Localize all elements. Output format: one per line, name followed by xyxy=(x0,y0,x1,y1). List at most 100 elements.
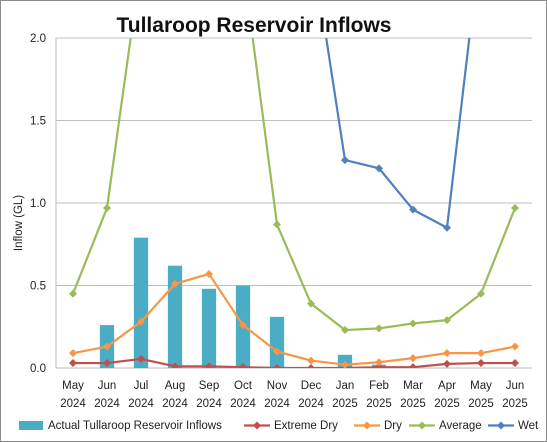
x-tick-month: Aug xyxy=(165,380,185,392)
point-extreme-dry xyxy=(137,354,145,363)
x-tick-month: Apr xyxy=(438,380,456,392)
x-tick-year: 2025 xyxy=(434,398,460,410)
point-average xyxy=(273,220,281,229)
point-extreme-dry xyxy=(69,359,77,368)
gridlines xyxy=(55,37,532,369)
y-tick-label: 1.0 xyxy=(30,198,46,210)
point-dry xyxy=(239,321,247,330)
x-tick-month: Nov xyxy=(267,380,288,392)
x-tick-year: 2024 xyxy=(264,398,290,410)
point-average xyxy=(69,289,77,298)
point-wet xyxy=(409,205,417,214)
legend: Actual Tullaroop Reservoir Inflows Extrem… xyxy=(19,420,539,432)
x-tick-month: Oct xyxy=(234,380,253,392)
point-average xyxy=(103,203,111,212)
x-tick-month: Jul xyxy=(134,380,149,392)
legend-marker-dry xyxy=(363,421,371,430)
point-average xyxy=(307,299,315,308)
point-wet xyxy=(375,164,383,173)
point-extreme-dry xyxy=(409,363,417,368)
bar-actual-inflow xyxy=(269,316,285,368)
x-tick-month: Dec xyxy=(301,380,322,392)
y-axis-ticks: 0.0 0.5 1.0 1.5 2.0 xyxy=(30,33,46,375)
x-tick-year: 2025 xyxy=(468,398,494,410)
x-tick-month: May xyxy=(470,380,492,392)
point-dry xyxy=(341,360,349,368)
point-dry xyxy=(477,349,485,358)
point-dry xyxy=(171,279,179,288)
y-tick-label: 0.0 xyxy=(30,363,46,375)
legend-swatch-actual-tullaroop-reservoir-inflows xyxy=(19,421,43,430)
x-tick-month: Sep xyxy=(199,380,219,392)
y-tick-label: 0.5 xyxy=(30,281,46,293)
bar-actual-inflow xyxy=(133,237,149,368)
y-axis-label: Inflow (GL) xyxy=(13,195,25,251)
x-axis-ticks: May 2024 Jun 2024 Jul 2024 Aug 2024 Sep 2024 Oct 20… xyxy=(60,380,528,410)
line-wet xyxy=(325,38,471,229)
legend-label-wet: Wet xyxy=(518,420,539,432)
point-wet xyxy=(443,223,451,232)
line-extreme-dry xyxy=(73,357,515,368)
point-dry xyxy=(103,342,111,351)
point-extreme-dry xyxy=(171,362,179,368)
x-tick-month: Feb xyxy=(369,380,389,392)
x-tick-year: 2025 xyxy=(332,398,358,410)
legend-marker-average xyxy=(418,421,426,430)
x-tick-month: Jan xyxy=(336,380,355,392)
point-dry xyxy=(273,347,281,356)
point-wet xyxy=(341,156,349,165)
point-extreme-dry xyxy=(477,359,485,368)
point-dry xyxy=(205,269,213,278)
point-average xyxy=(409,319,417,328)
x-tick-year: 2025 xyxy=(502,398,528,410)
x-tick-year: 2024 xyxy=(298,398,324,410)
point-extreme-dry xyxy=(205,362,213,368)
point-average xyxy=(341,326,349,335)
point-average xyxy=(477,289,485,298)
point-average xyxy=(443,316,451,325)
point-dry xyxy=(443,349,451,358)
bar-actual-inflow xyxy=(201,288,217,368)
point-extreme-dry xyxy=(307,364,315,368)
point-average xyxy=(375,324,383,333)
line-dry xyxy=(72,272,516,366)
point-dry xyxy=(69,349,77,358)
point-dry xyxy=(409,354,417,363)
point-dry xyxy=(137,317,145,326)
point-extreme-dry xyxy=(239,363,247,368)
point-extreme-dry xyxy=(273,364,281,368)
point-average xyxy=(511,203,519,212)
x-tick-year: 2024 xyxy=(162,398,188,410)
x-tick-year: 2025 xyxy=(366,398,392,410)
plot-area xyxy=(69,38,519,368)
point-extreme-dry xyxy=(103,359,111,368)
point-dry xyxy=(511,342,519,351)
point-dry xyxy=(307,356,315,365)
x-tick-year: 2024 xyxy=(94,398,120,410)
y-tick-label: 2.0 xyxy=(30,33,46,45)
x-tick-month: Jun xyxy=(506,380,525,392)
bar-actual-inflow xyxy=(167,265,183,368)
legend-label-dry: Dry xyxy=(384,420,402,432)
point-extreme-dry xyxy=(511,359,519,368)
legend-label-actual-tullaroop-reservoir-inflows: Actual Tullaroop Reservoir Inflows xyxy=(48,420,222,432)
point-dry xyxy=(375,358,383,367)
x-tick-month: Jun xyxy=(98,380,117,392)
x-tick-year: 2024 xyxy=(128,398,154,410)
x-tick-month: May xyxy=(62,380,84,392)
line-average xyxy=(71,38,132,295)
y-tick-label: 1.5 xyxy=(30,116,46,128)
x-tick-year: 2024 xyxy=(196,398,222,410)
x-tick-year: 2025 xyxy=(400,398,426,410)
legend-label-average: Average xyxy=(439,420,482,432)
legend-label-extreme-dry: Extreme Dry xyxy=(274,420,338,432)
chart-title: Tullaroop Reservoir Inflows xyxy=(117,14,392,37)
x-tick-year: 2024 xyxy=(230,398,256,410)
point-extreme-dry xyxy=(443,359,451,368)
x-tick-month: Mar xyxy=(403,380,423,392)
legend-marker-extreme-dry xyxy=(253,421,261,430)
legend-marker-wet xyxy=(497,421,505,430)
x-tick-year: 2024 xyxy=(60,398,86,410)
